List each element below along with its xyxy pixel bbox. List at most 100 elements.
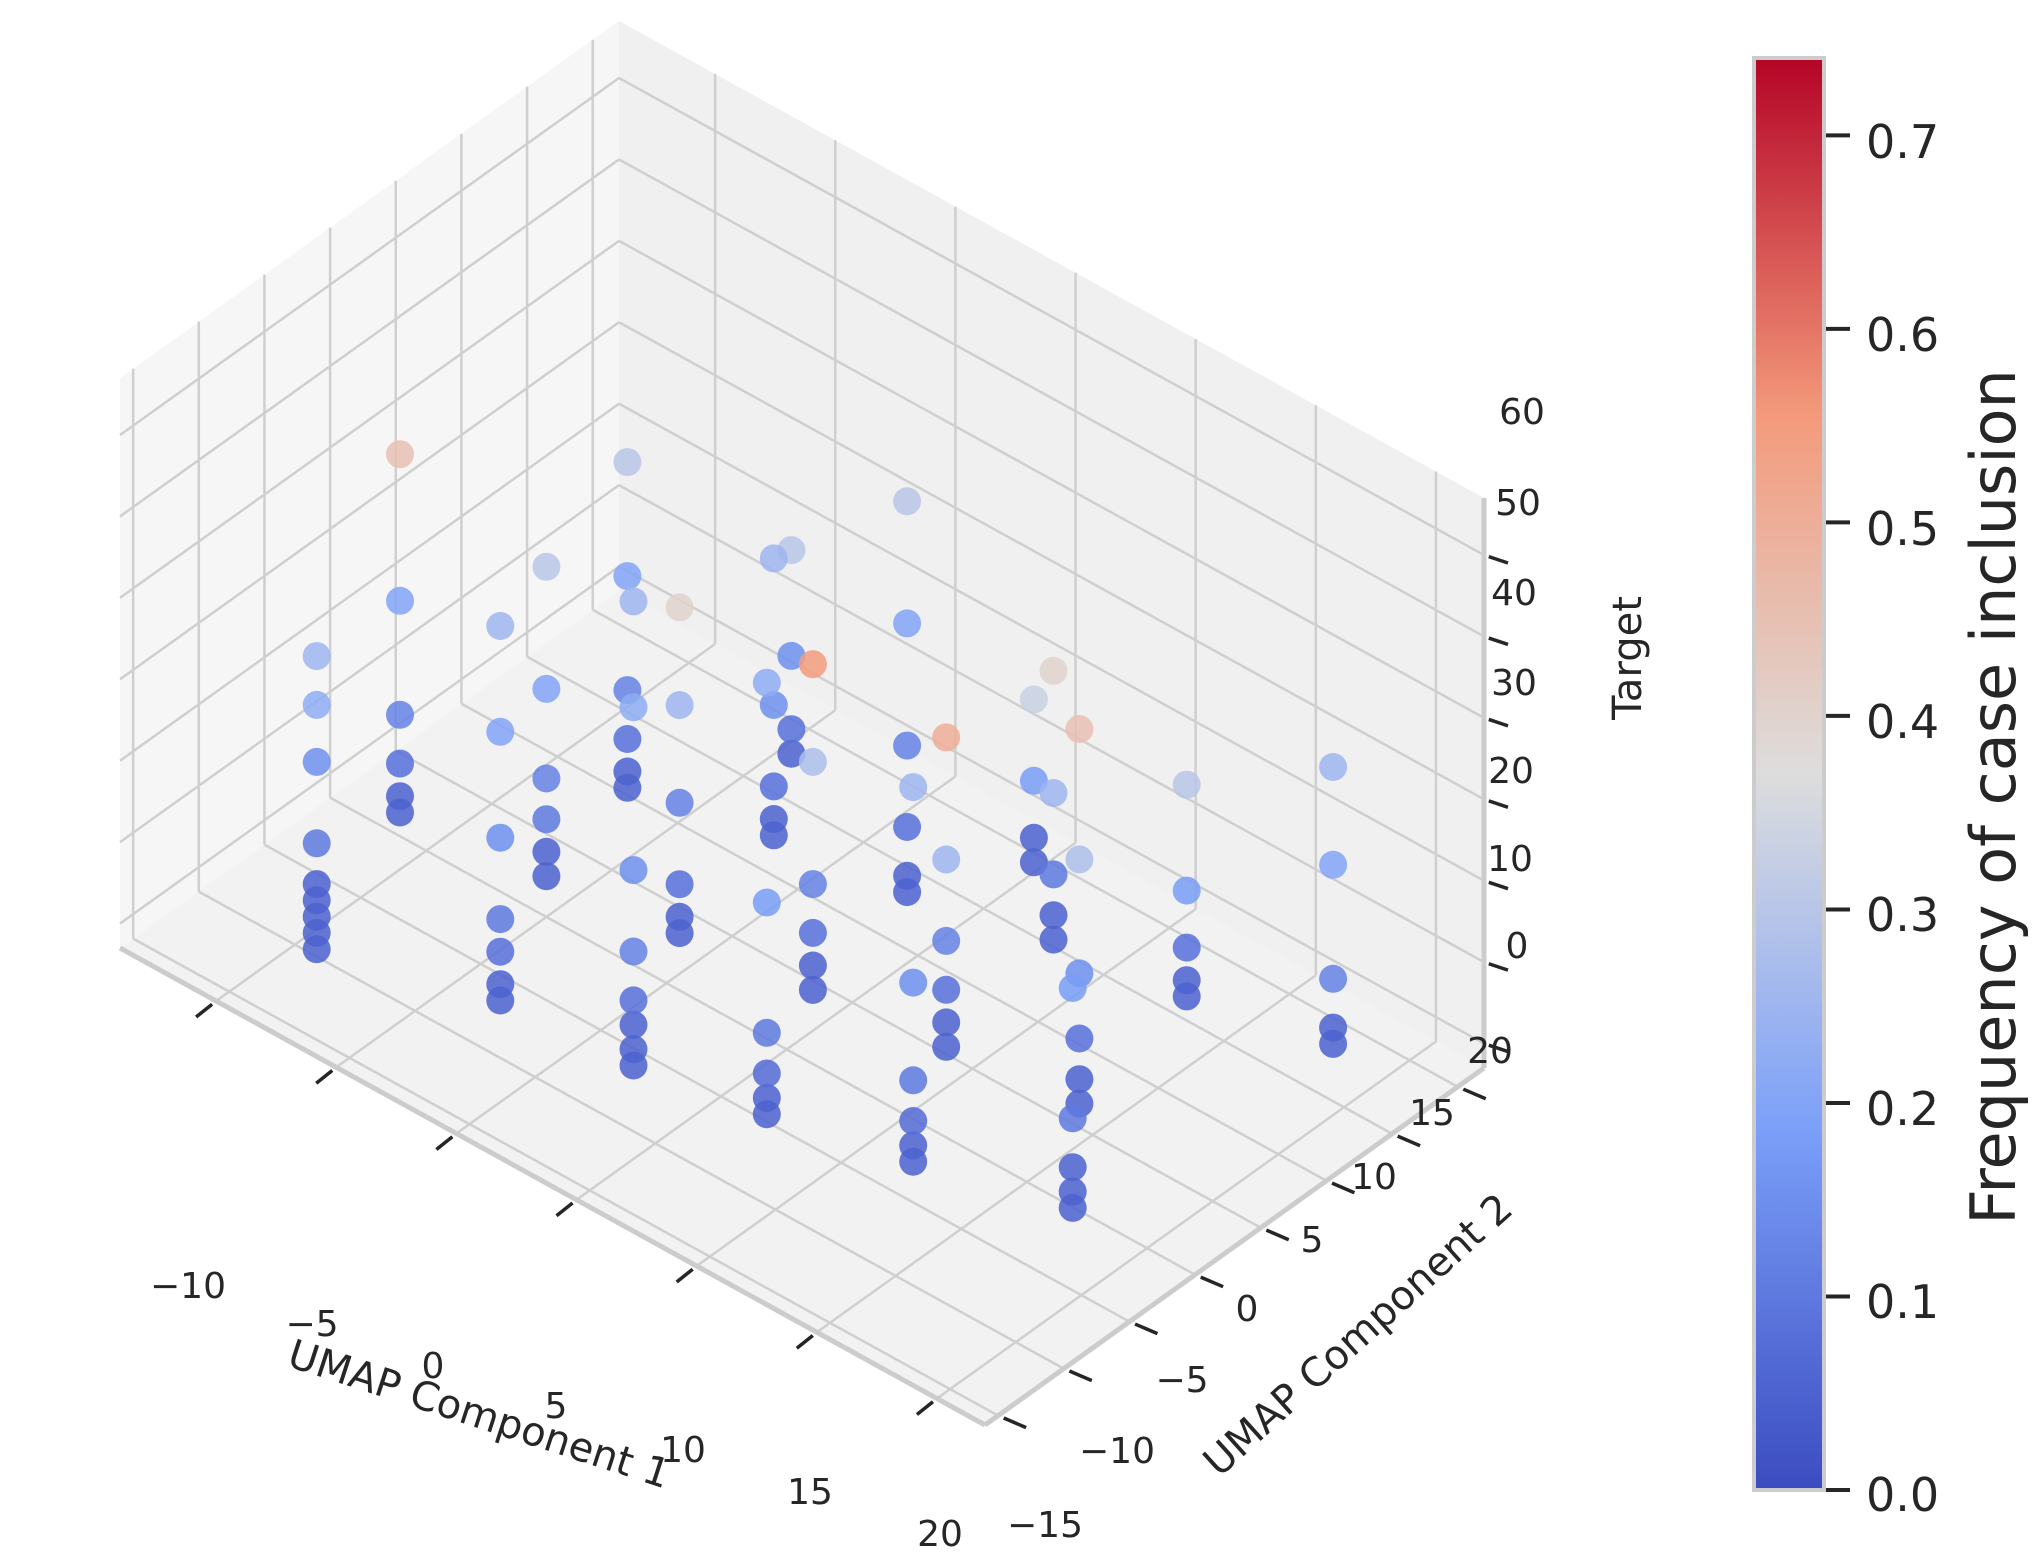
colorbar: 0.0 0.1 0.2 0.3 0.4 0.5 0.6 0.7 Frequenc… [1752,56,2030,1522]
data-point [613,562,642,591]
z-gridline [119,402,620,762]
data-point [1319,1013,1348,1042]
gridlines [119,39,1485,1417]
x-tick-label: 20 [917,1514,963,1555]
y-tick-label: 15 [1409,1093,1455,1134]
y-gridline [198,890,1065,1370]
data-point [1039,901,1068,930]
y-tick-mark [1003,1416,1027,1430]
left-pane [120,21,619,948]
data-point [1172,876,1201,905]
z-axis-label: Target [1605,596,1651,721]
y-tick-label: −10 [1079,1431,1155,1472]
y-tick-label: 5 [1301,1220,1324,1261]
z-tick-label: 50 [1495,483,1541,524]
data-point [619,693,648,722]
x-tick-label: −10 [150,1266,226,1307]
z-gridline [618,402,1485,882]
x-tick-mark [195,1002,214,1019]
colorbar-tick-label: 0.6 [1866,308,1939,362]
data-point [1039,925,1068,954]
data-point [1039,779,1068,807]
data-point [1172,933,1201,962]
y-tick-label: 20 [1467,1031,1513,1072]
data-point [619,937,648,966]
data-point [532,862,561,891]
x-axis-line [118,945,987,1428]
y-tick-label: 10 [1351,1157,1397,1198]
colorbar-tick-label: 0.0 [1866,1468,1939,1522]
x-gridline [936,1040,1437,1400]
x-tick-mark [915,1400,935,1416]
data-point [619,986,648,1015]
data-point [1019,685,1048,714]
data-point [486,937,515,966]
z-tick-mark [1488,636,1509,647]
z-gridline [119,484,620,844]
z-gridline [119,158,620,518]
data-point [665,593,694,622]
data-point [302,642,331,671]
z-tick-mark [1488,880,1509,891]
data-point [386,700,414,729]
data-point [386,782,414,811]
data-point [752,1059,781,1088]
z-tick-label: 30 [1491,663,1537,704]
x-gridline [455,775,957,1135]
data-point [1039,656,1068,685]
data-point [899,1107,928,1135]
z-gridline [119,565,620,925]
x-gridline [695,907,1197,1268]
y-axis-line [983,1065,1486,1428]
data-point [752,668,781,697]
data-point [613,725,642,753]
colorbar-tick-label: 0.1 [1866,1275,1939,1329]
data-point [899,773,928,802]
x-tick-label: 15 [787,1472,833,1513]
z-tick-mark [1488,554,1509,565]
x-gridline [335,709,836,1069]
data-point [752,888,781,917]
data-point [1058,1177,1087,1206]
data-point [302,690,331,719]
data-point [386,586,414,615]
x-tick-label: −5 [285,1304,338,1345]
y-tick-mark [1331,1181,1356,1195]
data-point [899,968,928,997]
data-point [752,1018,781,1047]
x-tick-mark [555,1201,574,1218]
y-tick-label: −5 [1155,1360,1208,1401]
x-tick-mark [435,1135,454,1151]
data-point [613,757,642,786]
data-point [932,926,961,955]
y-tick-labels: −15 −10 −5 0 5 10 15 20 [1007,1031,1513,1546]
data-point [1319,964,1348,993]
data-point [1065,715,1094,744]
y-tick-mark [1462,1087,1487,1101]
floor-pane [120,591,1484,1425]
z-gridline [119,76,620,437]
data-point [893,813,922,841]
data-point [486,905,515,934]
data-point [1058,1153,1087,1182]
data-point [302,747,331,776]
x-tick-mark [675,1267,694,1284]
y-tick-label: −15 [1007,1505,1083,1546]
data-point [798,650,827,679]
data-point [893,487,922,516]
data-point [932,845,961,874]
z-gridline [119,239,620,599]
data-point [1065,1065,1094,1094]
z-tick-label: 0 [1506,926,1529,967]
data-point [386,440,414,469]
data-point [532,552,561,581]
colorbar-tick-label: 0.5 [1866,502,1939,556]
data-point [1172,966,1201,995]
z-gridline [618,239,1485,719]
colorbar-tick-label: 0.7 [1866,115,1939,169]
y-tick-mark [1068,1369,1093,1383]
colorbar-tick-label: 0.4 [1866,695,1939,749]
z-gridline [618,321,1485,801]
data-point [532,764,561,793]
